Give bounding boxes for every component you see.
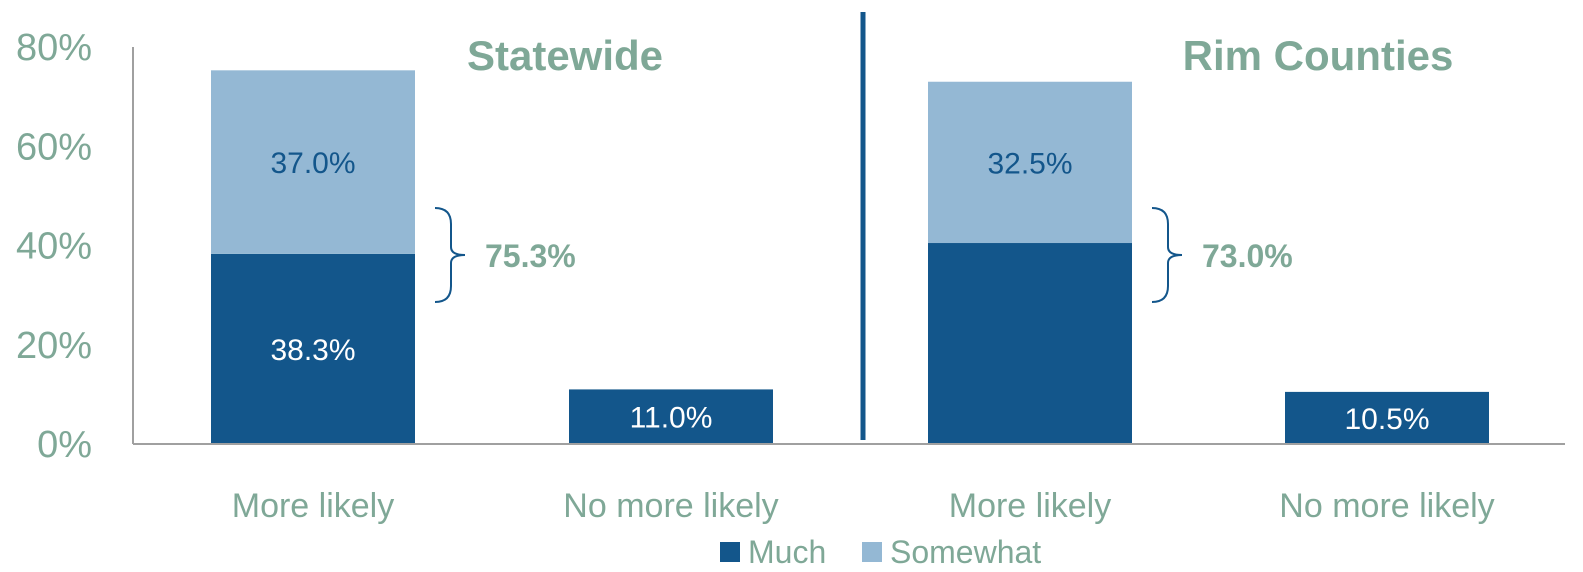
bar-segment-much bbox=[569, 389, 773, 444]
bar-data-label: 32.5% bbox=[987, 147, 1072, 180]
total-braces-group: 75.3% 73.0% bbox=[434, 207, 1293, 303]
legend-label-much: Much bbox=[748, 534, 826, 570]
category-label: No more likely bbox=[563, 487, 778, 525]
category-label: More likely bbox=[232, 487, 394, 525]
y-tick-label: 60% bbox=[16, 126, 92, 168]
legend-swatch-somewhat bbox=[862, 542, 882, 562]
bar-data-label: 10.5% bbox=[1344, 403, 1429, 436]
total-brace bbox=[434, 207, 466, 303]
panel-title-rim-counties: Rim Counties bbox=[1183, 32, 1454, 79]
y-tick-label: 80% bbox=[16, 27, 92, 69]
total-label: 73.0% bbox=[1202, 238, 1293, 274]
bar-segment-much bbox=[211, 253, 415, 444]
bar-segment-somewhat bbox=[211, 70, 415, 254]
legend-label-somewhat: Somewhat bbox=[890, 534, 1041, 570]
legend-swatch-much bbox=[720, 542, 740, 562]
bar-data-label: 11.0% bbox=[630, 402, 713, 435]
y-tick-label: 0% bbox=[37, 424, 92, 466]
y-tick-label: 20% bbox=[16, 325, 92, 367]
total-brace bbox=[1151, 207, 1183, 303]
y-axis-ticks: 0% 20% 40% 60% 80% bbox=[16, 27, 92, 466]
legend: Much Somewhat bbox=[720, 534, 1041, 570]
bar-segment-much bbox=[928, 243, 1132, 444]
category-label: No more likely bbox=[1279, 487, 1494, 525]
bar-data-label: 38.3% bbox=[270, 334, 355, 367]
panel-title-statewide: Statewide bbox=[467, 32, 663, 79]
category-label: More likely bbox=[949, 487, 1111, 525]
bar-data-label: 37.0% bbox=[270, 147, 355, 180]
bar-segment-much bbox=[1285, 391, 1489, 444]
bar-segment-somewhat bbox=[928, 81, 1132, 244]
total-label: 75.3% bbox=[485, 238, 576, 274]
y-tick-label: 40% bbox=[16, 226, 92, 268]
bars-group bbox=[211, 70, 1489, 444]
bar-labels-group: 38.3% 37.0% 11.0% 32.5% 10.5% bbox=[270, 147, 1429, 436]
category-labels-group: More likely No more likely More likely No m… bbox=[232, 487, 1495, 525]
